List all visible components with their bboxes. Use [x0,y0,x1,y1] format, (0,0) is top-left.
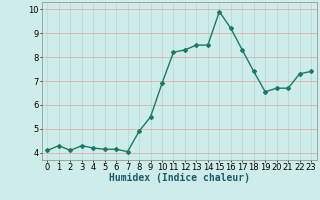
X-axis label: Humidex (Indice chaleur): Humidex (Indice chaleur) [109,173,250,183]
